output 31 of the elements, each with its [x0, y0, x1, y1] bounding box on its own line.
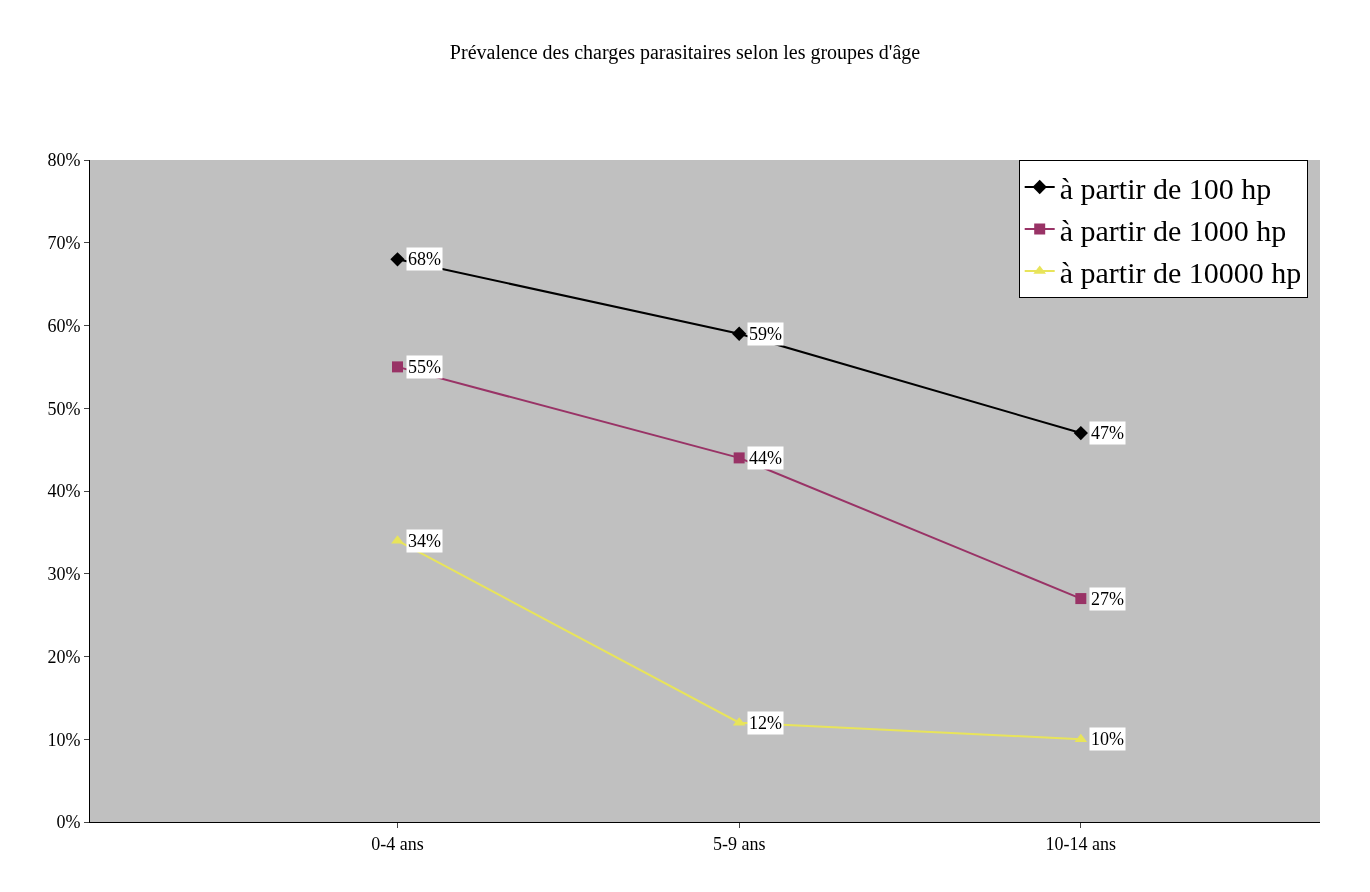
data-label: 47% — [1091, 423, 1124, 443]
x-tick-label: 0-4 ans — [371, 833, 424, 854]
data-label: 44% — [749, 448, 782, 468]
y-tick-label: 20% — [47, 646, 81, 667]
y-tick-label: 0% — [56, 812, 81, 833]
data-label: 34% — [408, 531, 441, 551]
y-tick-label: 60% — [47, 315, 81, 336]
data-label: 12% — [749, 713, 782, 733]
data-label: 68% — [408, 249, 441, 269]
point — [1073, 425, 1088, 441]
legend-label: à partir de 1000 hp — [1059, 213, 1287, 247]
x-tick-label: 5-9 ans — [712, 833, 766, 854]
y-tick-label: 10% — [47, 729, 81, 750]
data-label: 27% — [1091, 589, 1124, 609]
x-tick-label: 10-14 ans — [1045, 833, 1117, 854]
point — [1075, 593, 1087, 605]
chart-title: Prévalence des charges parasitaires selon les groupes d'âge — [449, 40, 921, 64]
y-tick-label: 70% — [47, 233, 81, 254]
legend-label: à partir de 100 hp — [1059, 171, 1272, 205]
y-tick-label: 40% — [47, 481, 81, 502]
data-label: 10% — [1091, 729, 1124, 749]
legend-label: à partir de 10000 hp — [1059, 255, 1302, 289]
y-tick-label: 30% — [47, 564, 81, 585]
point — [392, 361, 403, 373]
data-label: 59% — [749, 324, 782, 344]
y-tick-label: 50% — [47, 398, 81, 419]
y-tick-label: 80% — [47, 150, 81, 171]
point — [732, 326, 747, 341]
data-label: 55% — [408, 357, 441, 377]
point — [733, 452, 745, 464]
point — [390, 252, 405, 267]
